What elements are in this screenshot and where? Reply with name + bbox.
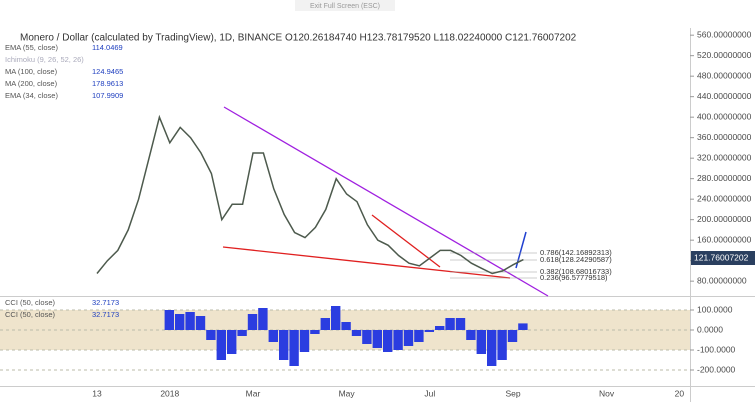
x-tick-label: May [339,388,356,398]
y-tick-label: 400.00000000 [697,111,752,121]
cci-bar [435,326,445,330]
y-tick-label: 520.00000000 [697,50,752,60]
cci-bar [362,330,372,344]
indicator-name: CCI (50, close) [5,298,56,307]
price-tag [691,251,755,265]
cci-bar [216,330,226,360]
cci-bar [175,314,185,330]
legend: Monero / Dollar (calculated by TradingVi… [5,33,577,319]
indicator-name: EMA (34, close) [5,91,58,100]
fib-label: 0.786(142.16892313) [540,248,612,257]
cci-bar [466,330,476,340]
x-tick-label: 13 [92,388,102,398]
cci-bar [507,330,518,342]
cci-bar [518,323,528,330]
indicator-value: 32.7173 [92,298,119,307]
cci-bar [299,330,310,352]
y-tick-label: 440.00000000 [697,91,752,101]
indicator-name: Ichimoku (9, 26, 52, 26) [5,55,84,64]
cci-bar [424,330,434,332]
cci-bar [383,330,393,352]
fib-label: 0.236(96.57779518) [540,273,608,282]
cci-bar [164,310,174,330]
y-tick-label: -200.0000 [697,364,736,374]
cci-bar [487,330,497,366]
cci-bar [289,330,299,366]
price-tag-label: 121.76007202 [694,252,749,262]
indicator-value: 124.9465 [92,67,123,76]
y-tick-label: 320.00000000 [697,152,752,162]
chart-title: Monero / Dollar (calculated by TradingVi… [20,33,282,44]
cci-bar [476,330,486,354]
cci-bar [237,330,247,336]
cci-bar [268,330,278,342]
indicator-name: CCI (50, close) [5,310,56,319]
x-tick-label: 20 [675,388,685,398]
fib-label: 0.382(108.68016733) [540,267,612,276]
cci-bar [279,330,289,360]
y-tick-label: 0.0000 [697,324,723,334]
fib-label: 0.618(128.24290587) [540,255,612,264]
trendline [223,106,549,297]
y-tick-label: 240.00000000 [697,193,752,203]
cci-bar [310,330,320,334]
axes: 132018MarMayJulSepNov2080.00000000120.00… [92,29,755,398]
exit-button[interactable] [295,0,395,11]
cci-bar [320,318,330,330]
ohlc: O120.26184740 H123.78179520 L118.0224000… [285,33,577,44]
cci-bar [185,312,195,330]
indicator-name: MA (100, close) [5,67,58,76]
cci-bar [455,318,466,330]
y-tick-label: 560.00000000 [697,29,752,39]
cci-bar [206,330,216,340]
price-line [96,114,524,275]
cci-bar [331,306,341,330]
cci-bar [393,330,403,350]
cci-bar [372,330,382,348]
exit-label[interactable]: Exit Full Screen (ESC) [310,3,380,10]
y-tick-label: 160.00000000 [697,234,752,244]
y-tick-label: 280.00000000 [697,173,752,183]
y-tick-label: 80.00000000 [697,275,747,285]
cci-bar [195,316,206,330]
indicator-name: MA (200, close) [5,79,58,88]
y-tick-label: 480.00000000 [697,70,752,80]
indicator-value: 107.9909 [92,91,123,100]
indicator-name: EMA (55, close) [5,43,58,52]
cci-bar [247,314,258,330]
y-tick-label: 200.00000000 [697,214,752,224]
cci-bar [258,308,268,330]
cci-bar [414,330,424,342]
indicator-value: 114.0469 [92,43,123,52]
cci-bar [445,318,455,330]
y-tick-label: -100.0000 [697,344,736,354]
cci-bar [403,330,414,346]
x-tick-label: Nov [599,388,615,398]
cci-bar [341,322,351,330]
x-tick-label: Jul [424,388,435,398]
x-tick-label: Sep [505,388,520,398]
indicator-value: 32.7173 [92,310,119,319]
x-tick-label: Mar [246,388,261,398]
trendline [222,246,511,279]
plot-area [0,114,690,371]
cci-bar [351,330,362,336]
y-tick-label: 360.00000000 [697,132,752,142]
cci-bar [227,330,237,354]
indicator-value: 178.9613 [92,79,123,88]
y-tick-label: 100.0000 [697,304,733,314]
x-tick-label: 2018 [160,388,179,398]
cci-bar [497,330,507,360]
